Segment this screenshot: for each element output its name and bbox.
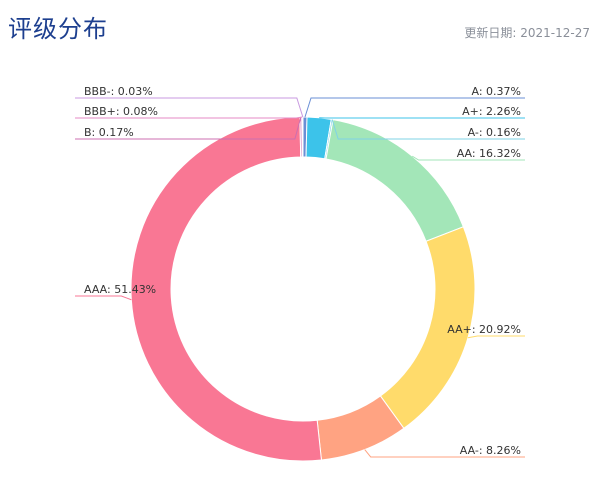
leader-line-a bbox=[304, 97, 525, 118]
slice-label-a-minus: A-: 0.16% bbox=[468, 126, 521, 139]
slice-label-b: B: 0.17% bbox=[84, 126, 134, 139]
leader-line-aa-minus bbox=[364, 449, 525, 458]
slice-label-a: A: 0.37% bbox=[472, 85, 521, 98]
update-date: 更新日期: 2021-12-27 bbox=[464, 26, 590, 40]
leader-line-aa bbox=[411, 155, 525, 161]
page-title: 评级分布 bbox=[8, 15, 108, 43]
slice-aaa[interactable] bbox=[130, 116, 322, 462]
leader-line-bbb-plus bbox=[75, 116, 303, 119]
slice-aa[interactable] bbox=[325, 119, 465, 242]
slice-label-aa: AA: 16.32% bbox=[457, 147, 521, 160]
leader-line-a-minus bbox=[331, 119, 525, 140]
leader-line-b bbox=[75, 116, 302, 140]
slice-label-aa-plus: AA+: 20.92% bbox=[447, 323, 521, 336]
slice-label-aa-minus: AA-: 8.26% bbox=[460, 444, 521, 457]
slice-label-aaa: AAA: 51.43% bbox=[84, 283, 156, 296]
leader-line-aa-plus bbox=[467, 335, 525, 339]
slice-label-bbb-plus: BBB+: 0.08% bbox=[84, 105, 158, 118]
slice-label-bbb-minus: BBB-: 0.03% bbox=[84, 85, 153, 98]
leader-line-aaa bbox=[75, 295, 132, 301]
leader-line-bbb-minus bbox=[75, 97, 304, 118]
slice-label-a-plus: A+: 2.26% bbox=[462, 105, 521, 118]
